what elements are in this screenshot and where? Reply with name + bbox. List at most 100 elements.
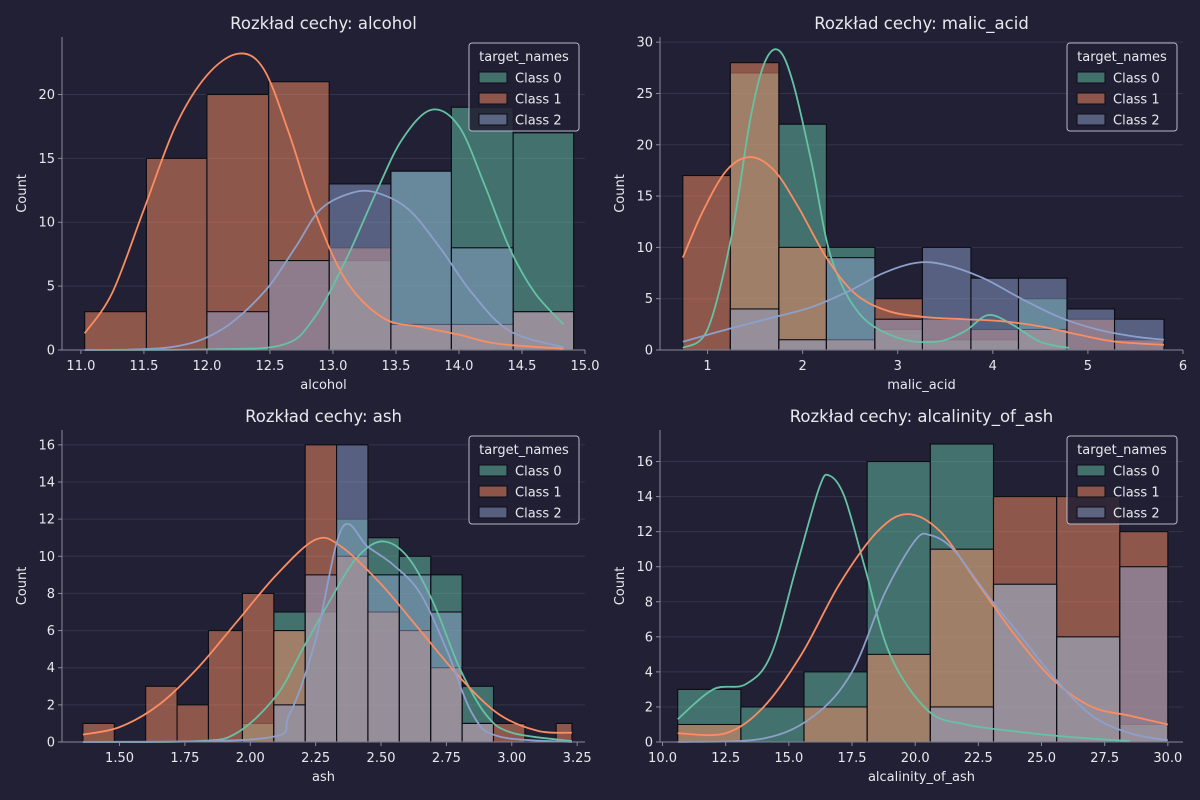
chart-panel-4: 0 2 4 6 8 10 12 14 16 10.0 12.5 15.0 17.5 20.0 22.5 25.… [613, 407, 1183, 785]
x-tick-label: 14.5 [508, 359, 537, 374]
histogram-bar [273, 704, 306, 743]
kde-curve-class-2 [84, 189, 564, 351]
legend: target_names Class 0 Class 1 Class 2 [468, 435, 580, 525]
y-tick-label: 12 [636, 525, 653, 540]
legend-label: Class 1 [515, 486, 562, 501]
legend-swatch [478, 71, 508, 84]
histogram-bar [778, 246, 827, 351]
legend-swatch [1076, 113, 1106, 126]
y-tick-label: 6 [47, 624, 55, 639]
histogram-bar [145, 685, 178, 743]
kde-curve-class-2 [682, 261, 1165, 343]
x-axis-label: alcohol [300, 378, 346, 393]
histogram-bar [1066, 308, 1116, 351]
y-tick-label: 0 [47, 736, 55, 751]
x-tick-label: 12.5 [255, 359, 284, 374]
chart-panel-2: 0 5 10 15 20 25 30 1 2 3 4 5 6 Rozkład cechy: malic_a… [613, 14, 1187, 393]
y-tick-label: 8 [645, 595, 653, 610]
x-tick-label: 5 [1084, 359, 1092, 374]
x-axis-label: alcalinity_of_ash [868, 770, 975, 785]
kde-curve-class-1 [681, 156, 1165, 346]
histogram-bar [328, 183, 392, 351]
legend-label: Class 2 [1113, 114, 1160, 129]
histogram-bar [145, 157, 208, 351]
x-tick-label: 2 [798, 359, 806, 374]
x-tick-label: 27.5 [1090, 751, 1119, 766]
histogram-bar [729, 62, 780, 351]
legend-box [1066, 435, 1178, 525]
legend-title: target_names [479, 443, 569, 458]
legend-title: target_names [1077, 443, 1167, 458]
legend-label: Class 2 [515, 114, 562, 129]
legend-label: Class 2 [515, 507, 562, 522]
legend-title: target_names [1077, 50, 1167, 65]
x-tick-label: 20.0 [901, 751, 930, 766]
y-tick-label: 10 [38, 550, 55, 565]
chart-title: Rozkład cechy: alcohol [230, 14, 417, 33]
y-axis-label: Count [15, 567, 30, 606]
legend-swatch [1076, 464, 1106, 477]
legend: target_names Class 0 Class 1 Class 2 [1066, 42, 1178, 132]
y-tick-label: 14 [636, 490, 653, 505]
legend-box [468, 42, 580, 132]
legend-box [1066, 42, 1178, 132]
x-tick-label: 3 [894, 359, 902, 374]
kde-curve-class-0 [82, 540, 573, 743]
y-tick-label: 0 [645, 736, 653, 751]
x-tick-label: 12.5 [711, 751, 740, 766]
histogram-bar [268, 260, 330, 351]
histogram-bar [970, 277, 1020, 351]
legend-swatch [1076, 71, 1106, 84]
x-tick-label: 12.0 [192, 359, 221, 374]
y-tick-label: 4 [47, 661, 55, 676]
y-tick-label: 10 [636, 241, 653, 256]
x-tick-label: 1 [703, 359, 711, 374]
legend-title: target_names [479, 50, 569, 65]
x-tick-label: 3.00 [497, 751, 526, 766]
x-axis-label: malic_acid [887, 378, 955, 393]
histogram-bar [390, 170, 452, 351]
histogram-bar [176, 704, 209, 743]
y-tick-label: 25 [636, 87, 653, 102]
y-tick-label: 10 [38, 216, 55, 231]
kde-curve-class-0 [677, 473, 1131, 743]
y-tick-label: 20 [38, 88, 55, 103]
x-tick-label: 10.0 [648, 751, 677, 766]
y-tick-label: 16 [38, 438, 55, 453]
x-tick-label: 13.5 [381, 359, 410, 374]
histogram-bar [367, 574, 400, 743]
histogram-bar [336, 444, 369, 743]
histogram-bar [682, 174, 731, 351]
histogram-bar [398, 574, 432, 743]
histogram-bar [866, 653, 931, 743]
kde-curve-class-0 [84, 108, 565, 351]
y-tick-label: 0 [645, 344, 653, 359]
histogram-bar [207, 630, 243, 743]
legend-swatch [1076, 485, 1106, 498]
x-tick-label: 11.0 [66, 359, 95, 374]
y-tick-label: 6 [645, 630, 653, 645]
chart-title: Rozkład cechy: malic_acid [814, 14, 1029, 34]
y-tick-label: 12 [38, 513, 55, 528]
histogram-bar [1017, 277, 1068, 351]
legend-box [468, 435, 580, 525]
x-tick-label: 30.0 [1153, 751, 1182, 766]
y-tick-label: 20 [636, 138, 653, 153]
legend-swatch [1076, 506, 1106, 519]
histogram-bar [241, 592, 275, 743]
kde-curve-class-2 [82, 523, 572, 743]
x-tick-label: 2.50 [367, 751, 396, 766]
legend-label: Class 2 [1113, 507, 1160, 522]
x-tick-label: 2.00 [236, 751, 265, 766]
y-tick-label: 5 [47, 280, 55, 295]
legend-swatch [1076, 92, 1106, 105]
histogram-bar [778, 339, 827, 351]
chart-panel-1: 0 5 10 15 20 11.0 11.5 12.0 12.5 13.0 13.5 14.0 14.5… [15, 14, 599, 393]
y-tick-label: 4 [645, 665, 653, 680]
y-axis-label: Count [613, 174, 628, 213]
chart-title: Rozkład cechy: alcalinity_of_ash [790, 407, 1054, 427]
y-tick-label: 8 [47, 587, 55, 602]
y-tick-label: 2 [47, 698, 55, 713]
legend-label: Class 1 [1113, 486, 1160, 501]
x-tick-label: 15.0 [571, 359, 600, 374]
